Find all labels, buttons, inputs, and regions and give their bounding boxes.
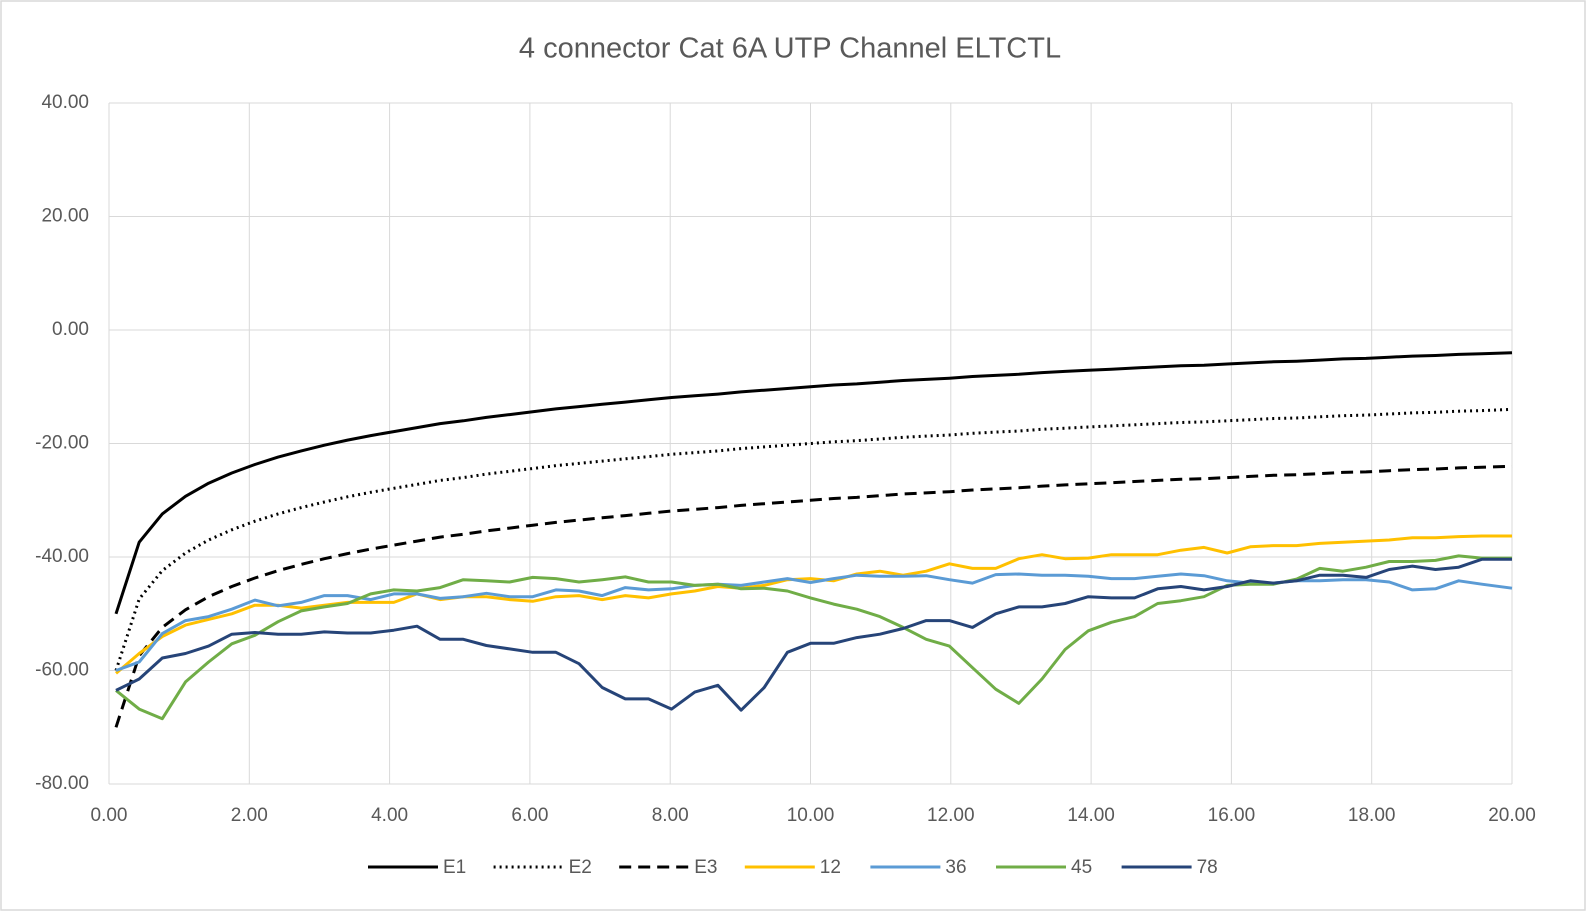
y-tick-label: -40.00 — [35, 546, 89, 567]
x-tick-label: 20.00 — [1488, 805, 1536, 826]
legend-label: 78 — [1197, 857, 1218, 878]
x-tick-label: 14.00 — [1067, 805, 1115, 826]
legend-label: E1 — [443, 857, 466, 878]
legend-label: 36 — [945, 857, 966, 878]
x-tick-label: 0.00 — [91, 805, 128, 826]
y-tick-label: -20.00 — [35, 433, 89, 454]
series-line — [114, 464, 1513, 728]
series-line — [115, 557, 1512, 712]
x-tick-label: 16.00 — [1208, 805, 1256, 826]
legend-label: E3 — [694, 857, 717, 878]
x-tick-label: 18.00 — [1348, 805, 1396, 826]
legend-label: 12 — [820, 857, 841, 878]
y-tick-label: -80.00 — [35, 773, 89, 794]
x-tick-label: 12.00 — [927, 805, 975, 826]
y-tick-label: 20.00 — [41, 206, 89, 227]
x-tick-label: 2.00 — [231, 805, 268, 826]
series-line — [114, 407, 1513, 671]
legend-label: E2 — [569, 857, 592, 878]
series-line — [114, 351, 1513, 615]
chart-title: 4 connector Cat 6A UTP Channel ELTCTL — [519, 33, 1061, 65]
y-tick-label: 0.00 — [52, 319, 89, 340]
y-tick-label: -60.00 — [35, 660, 89, 681]
x-tick-label: 4.00 — [371, 805, 408, 826]
x-tick-label: 10.00 — [787, 805, 835, 826]
legend-label: 45 — [1071, 857, 1092, 878]
x-tick-label: 8.00 — [652, 805, 689, 826]
x-tick-label: 6.00 — [511, 805, 548, 826]
y-tick-label: 40.00 — [41, 92, 89, 113]
